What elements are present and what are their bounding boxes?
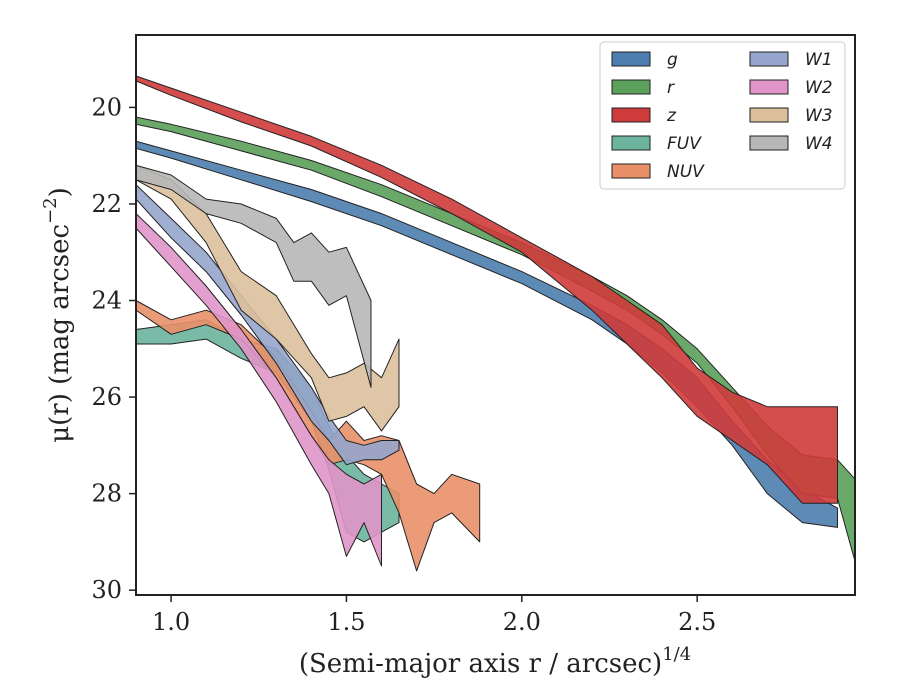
y-tick-label: 30 [91,576,122,604]
legend-items: grz FUV NUV W1 W2 W3 W4 [611,50,833,182]
band-W3 [136,164,400,432]
band-g [136,140,838,528]
x-axis-ticks: 1.0 1.5 2.0 2.5 [152,595,716,636]
x-axis-label-sup: 1/4 [662,644,691,665]
y-axis-label-tail: ) [45,187,75,197]
legend-label-W3: W3 [805,106,833,126]
x-tick-label: 1.0 [152,608,190,636]
y-axis-label: μ(r) (mag arcsec−2) [40,187,75,443]
y-axis-ticks: 20 22 24 26 28 30 [91,93,136,604]
x-tick-label: 2.0 [503,608,541,636]
y-tick-label: 26 [91,383,122,411]
y-tick-label: 28 [91,480,122,508]
x-axis-label-main: (Semi-major axis r / arcsec) [299,649,662,679]
legend-swatch-z [611,107,651,123]
band-W2 [136,213,382,567]
legend-label-FUV: FUV [667,134,702,154]
legend-swatch-W4 [749,135,789,151]
plot-frame [135,34,856,596]
legend-swatch-W3 [749,107,789,123]
x-tick-label: 1.5 [327,608,365,636]
legend-label-r: r [667,78,675,98]
y-tick-label: 24 [91,287,122,315]
y-axis-label-main: μ(r) (mag arcsec [45,224,75,443]
legend-swatch-W2 [749,79,789,95]
legend-swatch-W1 [749,51,789,67]
legend-swatch-r [611,79,651,95]
x-tick-label: 2.5 [678,608,716,636]
legend-swatch-FUV [611,135,651,151]
legend-label-z: z [666,106,677,126]
legend: grz FUV NUV W1 W2 W3 W4 [599,41,846,190]
legend-swatch-NUV [611,163,651,179]
legend-swatch-g [611,51,651,67]
legend-box [599,41,846,190]
x-axis-label: (Semi-major axis r / arcsec)1/4 [299,644,691,679]
y-tick-label: 22 [91,190,122,218]
y-axis-label-sup: −2 [40,197,61,224]
band-W4 [136,164,372,388]
legend-label-g: g [667,50,678,70]
legend-label-W2: W2 [805,78,833,98]
series-bands [136,75,855,572]
legend-label-W1: W1 [805,50,833,70]
legend-label-W4: W4 [805,134,833,154]
y-tick-label: 20 [91,93,122,121]
legend-label-NUV: NUV [667,162,705,182]
band-z [136,75,838,504]
